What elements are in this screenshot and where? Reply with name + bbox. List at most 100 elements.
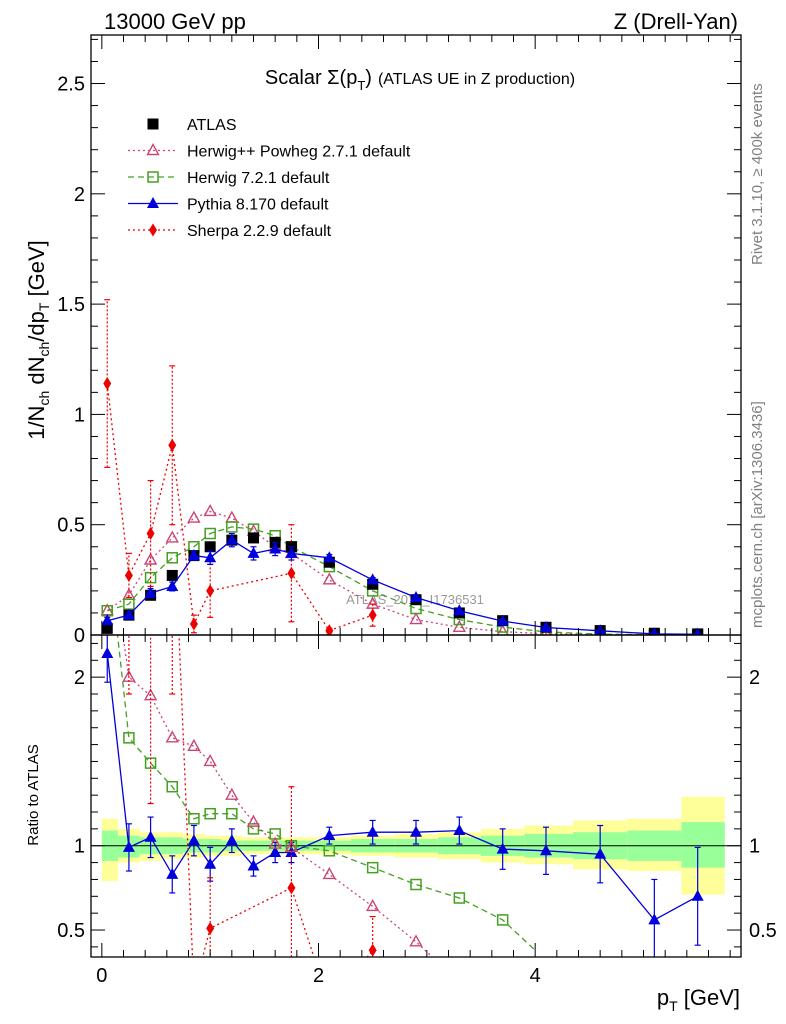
- axes-group: 0 0.5 1 1.5 2 2.5 0.5 0.5 1 1 2 2 0 2 4: [57, 34, 777, 987]
- main-sherpa-point: [368, 608, 377, 622]
- main-sherpa-point: [189, 617, 198, 631]
- ratio-pythia-point: [691, 889, 704, 901]
- ratio-series-group: [101, 502, 704, 997]
- ratio-herwig-point: [366, 861, 379, 874]
- x-tick-label: 0: [96, 965, 107, 987]
- main-pythia-point: [410, 591, 422, 602]
- main-y-tick-label: 0: [74, 625, 85, 647]
- main-herwig-point: [165, 530, 179, 543]
- main-herwig-point: [409, 612, 423, 625]
- main-herwig-point: [203, 504, 217, 517]
- main-y-tick-label: 1.5: [57, 294, 85, 316]
- ratio-pythia-point: [101, 647, 114, 659]
- main-sherpa-point: [168, 438, 177, 452]
- ratio-pythia-point: [144, 830, 157, 842]
- ratio-herwig-point: [322, 866, 337, 880]
- ratio-sherpa-point: [125, 502, 133, 515]
- x-tick-label: 4: [530, 965, 541, 987]
- ratio-herwig-point: [166, 780, 178, 793]
- main-atlas-point: [101, 622, 113, 634]
- main-sherpa-point: [103, 377, 112, 391]
- ratio-band-green: [681, 822, 725, 868]
- main-herwig-point: [365, 596, 380, 609]
- main-pythia-point: [247, 546, 260, 558]
- main-y-tick-label: 0.5: [57, 515, 85, 537]
- main-sherpa-point: [287, 566, 296, 580]
- main-herwig-point: [496, 624, 509, 635]
- x-tick-label: 2: [313, 965, 324, 987]
- main-atlas-point: [204, 541, 216, 553]
- main-herwig-line: [106, 510, 698, 635]
- main-herwig-point: [322, 572, 337, 585]
- main-pythia-point: [101, 614, 114, 626]
- main-herwig-point: [143, 552, 158, 565]
- ratio-sherpa-point: [206, 921, 215, 935]
- ratio-herwig-point: [102, 537, 112, 547]
- main-herwig-point: [166, 552, 178, 564]
- ratio-herwig-point: [188, 813, 200, 825]
- ratio-herwig-point: [247, 823, 260, 835]
- main-pythia-point: [366, 573, 379, 585]
- main-sherpa-point: [124, 568, 133, 582]
- main-pythia-point: [144, 586, 157, 598]
- ratio-herwig-point: [453, 892, 466, 904]
- ratio-herwig-point: [226, 807, 238, 820]
- main-atlas-point: [166, 569, 178, 581]
- ratio-herwig-point: [409, 934, 423, 947]
- ratio-herwig-point: [496, 914, 509, 926]
- ratio-pythia-point: [269, 845, 282, 857]
- main-pythia-point: [540, 621, 552, 632]
- ratio-pythia-point: [225, 834, 238, 846]
- legend-pythia-marker: [147, 197, 159, 208]
- legend-sherpa-marker: [149, 223, 157, 237]
- ratio-pythia-point: [410, 825, 422, 837]
- ratio-herwig-point: [165, 730, 179, 743]
- ratio-pythia-point: [166, 867, 179, 879]
- title-main: Scalar Σ(p: [265, 67, 357, 89]
- ratio-herwig-point: [365, 898, 380, 912]
- main-y-tick-label: 2.5: [57, 74, 85, 96]
- ratio-herwig-line: [122, 635, 433, 957]
- main-series-group: [100, 299, 704, 635]
- ratio-sherpa-point: [368, 943, 377, 957]
- main-pythia-point: [187, 549, 200, 561]
- ratio-pythia-point: [323, 829, 336, 841]
- main-herwig-point: [226, 521, 238, 533]
- main-pythia-point: [453, 604, 466, 616]
- main-y-tick-label: 2: [74, 184, 85, 206]
- ratio-y-tick-label-left: 1: [74, 836, 85, 858]
- ratio-pythia-line: [106, 653, 699, 921]
- ratio-herwig-line: [116, 635, 536, 951]
- ratio-pythia-point: [122, 840, 135, 852]
- legend-herwig-marker: [146, 143, 160, 156]
- legend-atlas-label: ATLAS: [187, 117, 237, 134]
- legend-sherpa-label: Sherpa 2.2.9 default: [187, 223, 332, 240]
- legend-herwig-marker: [147, 171, 159, 183]
- ratio-herwig-point: [187, 738, 201, 751]
- main-pythia-point: [204, 551, 217, 563]
- legend: ATLAS Herwig++ Powheg 2.7.1 default Herwig…: [128, 117, 411, 240]
- rivet-label: Rivet 3.1.10, ≥ 400k events: [749, 83, 766, 265]
- ratio-pythia-point: [187, 834, 200, 846]
- title-close: ): [365, 67, 372, 89]
- ratio-y-axis-label: Ratio to ATLAS: [25, 744, 42, 845]
- legend-pythia-label: Pythia 8.170 default: [187, 197, 329, 214]
- ratio-y-tick-label-right: 1: [749, 836, 760, 858]
- main-pythia-point: [166, 579, 179, 591]
- ratio-sherpa-point: [190, 984, 198, 997]
- main-pythia-point: [650, 627, 659, 635]
- ratio-herwig-point: [410, 878, 422, 891]
- main-pythia-point: [496, 614, 509, 626]
- x-axis-label: pT [GeV]: [657, 985, 740, 1014]
- main-atlas-point: [248, 532, 259, 544]
- ratio-herwig-point: [225, 787, 239, 800]
- ratio-sherpa-point: [287, 881, 296, 895]
- main-y-axis-label: 1/Nch dNch/dpT [GeV]: [24, 240, 52, 440]
- title-subscript: T: [357, 78, 365, 93]
- main-sherpa-point: [206, 584, 215, 598]
- ratio-pythia-point: [453, 824, 466, 836]
- main-pythia-point: [225, 533, 238, 545]
- ratio-herwig-point: [268, 836, 282, 849]
- ratio-herwig-point: [123, 732, 135, 744]
